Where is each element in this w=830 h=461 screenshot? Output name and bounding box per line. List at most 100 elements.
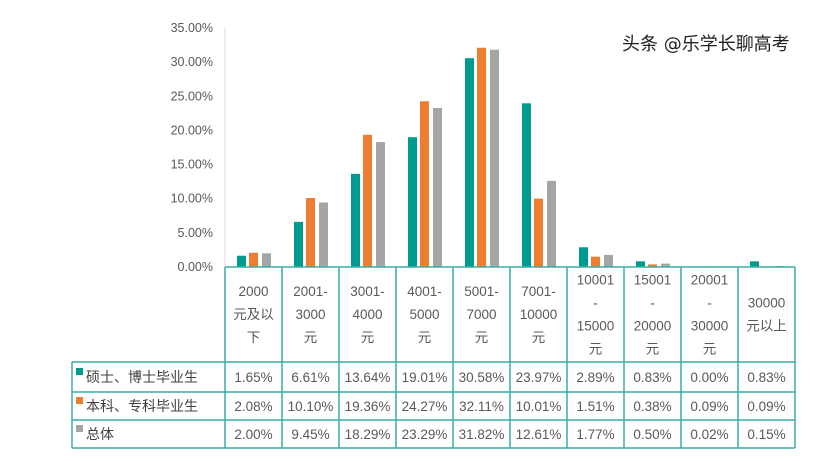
table-value: 12.61% xyxy=(516,427,562,442)
table-value: 23.29% xyxy=(402,427,448,442)
bar-3 xyxy=(490,49,499,267)
table-value: 32.11% xyxy=(459,399,504,414)
y-tick-label: 20.00% xyxy=(171,123,213,137)
bar-1 xyxy=(408,137,417,267)
table-value: 19.36% xyxy=(345,399,391,414)
category-label: 元 xyxy=(475,330,489,345)
table-value: 13.64% xyxy=(345,370,391,385)
category-label: 10000 xyxy=(520,307,558,322)
table-value: 2.89% xyxy=(576,370,614,385)
legend-label: 总体 xyxy=(86,427,114,443)
category-label: 元以上 xyxy=(746,319,787,334)
table-value: 0.15% xyxy=(747,427,785,442)
bar-3 xyxy=(376,142,385,267)
table-value: 0.83% xyxy=(747,370,785,385)
bar-2 xyxy=(249,252,258,267)
bar-2 xyxy=(363,134,372,267)
category-label: 元 xyxy=(361,330,375,345)
legend-label: 硕士、博士毕业生 xyxy=(86,369,198,386)
category-label: 4000 xyxy=(352,307,382,322)
bar-1 xyxy=(465,58,474,268)
category-label: 元 xyxy=(589,342,603,357)
table-value: 31.82% xyxy=(459,427,505,442)
category-label: 30000 xyxy=(748,296,786,311)
y-tick-label: 10.00% xyxy=(171,192,213,206)
category-label: 元 xyxy=(418,330,432,345)
bar-3 xyxy=(661,263,670,267)
table-value: 2.08% xyxy=(234,399,272,414)
bar-3 xyxy=(319,202,328,267)
bar-1 xyxy=(522,103,531,267)
bar-3 xyxy=(547,180,556,267)
table-value: 6.61% xyxy=(291,370,329,385)
category-label: 7001- xyxy=(521,284,556,299)
legend-label: 本科、专科毕业生 xyxy=(86,399,198,415)
category-label: 元 xyxy=(532,330,546,345)
category-label: 15001 xyxy=(634,273,672,288)
bar-3 xyxy=(433,107,442,267)
category-label: - xyxy=(593,296,598,311)
category-label: 元及以 xyxy=(233,307,274,322)
table-value: 9.45% xyxy=(291,427,329,442)
table-value: 2.00% xyxy=(234,427,272,442)
category-label: 20001 xyxy=(691,273,729,288)
bar-1 xyxy=(294,221,303,267)
category-label: 元 xyxy=(646,342,660,357)
category-label: 3000 xyxy=(295,307,325,322)
legend-swatch xyxy=(76,397,83,404)
y-tick-label: 15.00% xyxy=(171,158,213,172)
category-label: 20000 xyxy=(634,319,672,334)
bar-3 xyxy=(604,254,613,267)
table-value: 23.97% xyxy=(516,370,562,385)
table-value: 10.10% xyxy=(288,399,334,414)
bar-2 xyxy=(420,101,429,267)
table-value: 0.09% xyxy=(690,399,728,414)
table-value: 1.51% xyxy=(576,399,614,414)
y-tick-label: 25.00% xyxy=(171,89,213,103)
table-value: 1.77% xyxy=(576,427,614,442)
table-value: 0.09% xyxy=(747,399,785,414)
legend-swatch xyxy=(76,368,83,375)
category-label: 2000 xyxy=(238,284,268,299)
bar-2 xyxy=(306,198,315,267)
watermark: 头条 @乐学长聊高考 xyxy=(622,34,790,55)
category-label: 10001 xyxy=(577,273,615,288)
category-label: 4001- xyxy=(407,284,442,299)
table-value: 19.01% xyxy=(402,370,448,385)
category-label: 元 xyxy=(703,342,717,357)
bar-2 xyxy=(591,256,600,267)
category-label: 30000 xyxy=(691,319,729,334)
bar-2 xyxy=(477,47,486,267)
table-value: 0.38% xyxy=(633,399,671,414)
category-label: 2001- xyxy=(293,284,328,299)
bar-1 xyxy=(351,173,360,267)
y-tick-label: 0.00% xyxy=(178,260,213,274)
table-value: 0.02% xyxy=(690,427,728,442)
table-value: 0.83% xyxy=(633,370,671,385)
y-tick-label: 5.00% xyxy=(178,226,213,240)
category-label: 元 xyxy=(304,330,318,345)
bar-1 xyxy=(237,255,246,267)
bar-1 xyxy=(579,247,588,267)
bar-2 xyxy=(534,198,543,267)
category-label: 15000 xyxy=(577,319,615,334)
bar-2 xyxy=(648,264,657,267)
bar-1 xyxy=(636,261,645,267)
table-value: 18.29% xyxy=(345,427,391,442)
category-label: - xyxy=(650,296,655,311)
legend-swatch xyxy=(76,425,83,432)
y-tick-label: 35.00% xyxy=(171,21,213,35)
y-tick-label: 30.00% xyxy=(171,55,213,69)
table-value: 10.01% xyxy=(516,399,562,414)
bar-3 xyxy=(262,253,271,267)
category-label: 下 xyxy=(247,330,261,345)
table-value: 0.50% xyxy=(633,427,671,442)
bar-1 xyxy=(750,261,759,267)
table-value: 24.27% xyxy=(402,399,448,414)
category-label: - xyxy=(707,296,712,311)
table-value: 30.58% xyxy=(459,370,505,385)
table-value: 1.65% xyxy=(234,370,272,385)
category-label: 3001- xyxy=(350,284,385,299)
